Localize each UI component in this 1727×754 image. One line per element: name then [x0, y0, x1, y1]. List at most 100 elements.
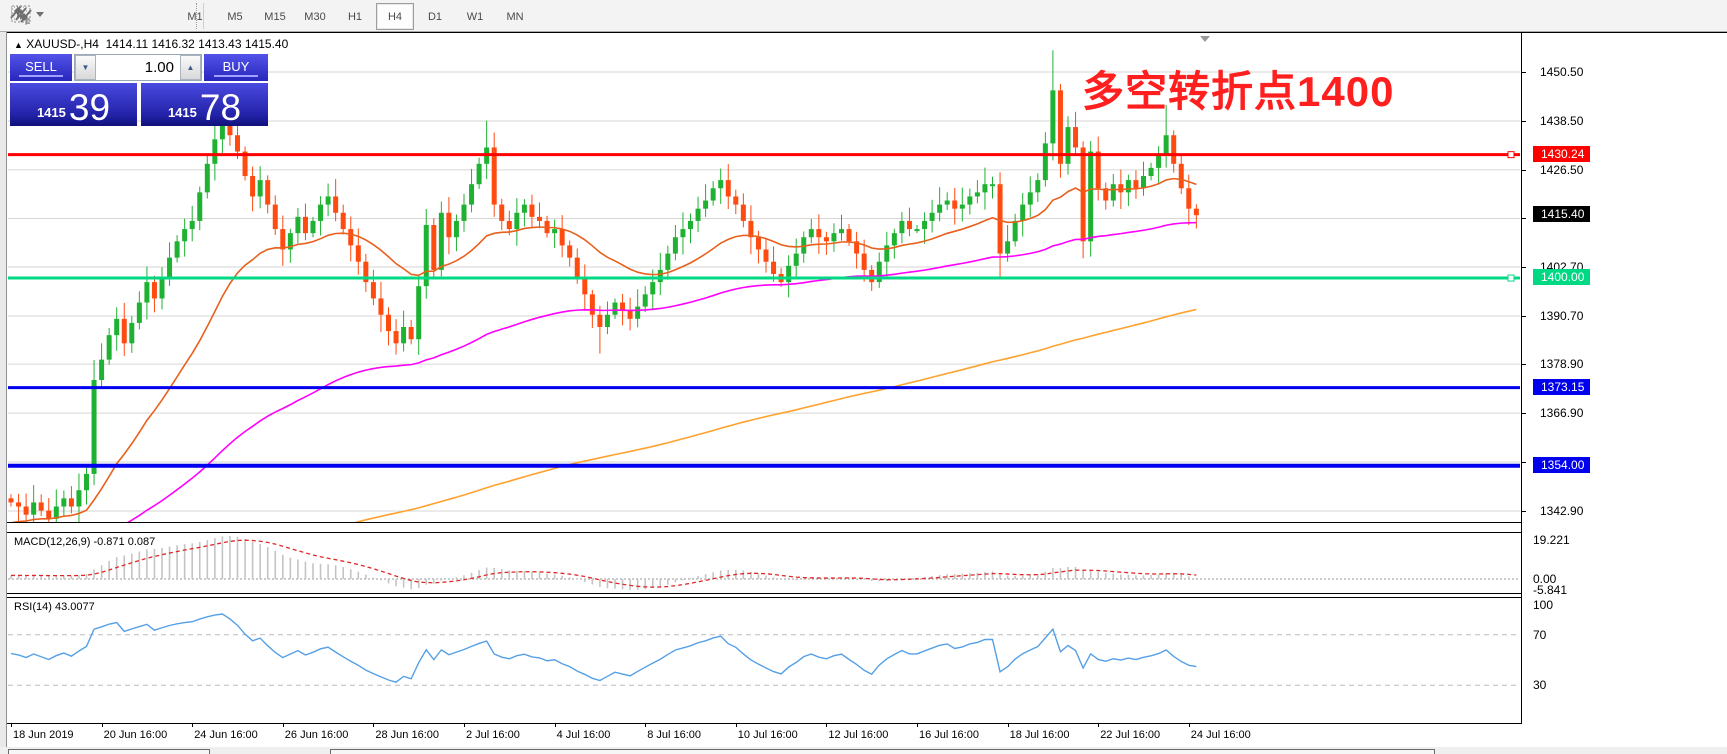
moving-average-line: [354, 308, 1197, 522]
price-axis-label: 1426.50: [1540, 162, 1584, 177]
chart-title: ▲ XAUUSD-,H4 1414.11 1416.32 1413.43 141…: [14, 37, 288, 51]
price-axis-highlight-label: 1415.40: [1533, 206, 1591, 223]
chart-ohlc-values: 1414.11 1416.32 1413.43 1415.40: [105, 37, 289, 51]
chart-annotation-text: 多空转折点1400: [1082, 68, 1395, 115]
time-axis-label: 22 Jul 16:00: [1100, 729, 1161, 741]
price-axis-tick: [1521, 120, 1526, 122]
time-axis-tick: [826, 723, 828, 727]
volume-spinner: ▼ ▲: [74, 54, 202, 81]
time-axis-tick: [645, 723, 647, 727]
price-axis-tick: [1521, 315, 1526, 317]
line-handle: [1507, 274, 1515, 282]
price-axis-highlight-label: 1354.00: [1533, 456, 1591, 473]
price-axis-label: 1378.90: [1540, 357, 1584, 372]
macd-signal-line: [10, 539, 1197, 588]
price-axis-tick: [1521, 364, 1526, 366]
rsi-plot-layer: [8, 613, 1520, 686]
price-axis-tick: [1521, 413, 1526, 415]
sell-price-big: 39: [68, 86, 111, 128]
macd-indicator-label: MACD(12,26,9) -0.871 0.087: [14, 536, 156, 548]
sell-quote-box[interactable]: 1415 39: [10, 83, 137, 126]
price-axis-tick: [1521, 267, 1526, 269]
price-axis-tick: [1521, 511, 1526, 512]
price-axis-label: 1450.50: [1540, 65, 1584, 79]
macd-panel-top-border: [7, 532, 1522, 533]
buy-price-big: 78: [199, 86, 242, 128]
volume-decrease-button[interactable]: ▼: [75, 55, 96, 80]
docked-window-edge: [330, 749, 1435, 754]
timeframe-h1[interactable]: H1: [347, 10, 363, 23]
volume-input[interactable]: [96, 55, 180, 80]
rsi-axis-label: 30: [1533, 678, 1547, 693]
macd-axis-label: 19.221: [1533, 533, 1570, 547]
time-axis-tick: [11, 723, 12, 727]
rsi-panel-bottom-border: [7, 723, 1522, 724]
time-axis-tick: [1188, 723, 1190, 727]
svg-text:T: T: [17, 8, 25, 22]
buy-button[interactable]: BUY: [204, 54, 268, 81]
time-axis-label: 18 Jul 16:00: [1009, 729, 1070, 741]
timeframe-d1[interactable]: D1: [427, 10, 443, 23]
time-axis-tick: [735, 723, 737, 727]
macd-panel-bottom-border[interactable]: [7, 593, 1522, 594]
one-click-trading-panel: SELL ▼ ▲ BUY 1415 39 1415 78: [10, 54, 268, 126]
time-axis-tick: [373, 723, 375, 727]
docked-window-edge: [8, 749, 210, 754]
time-axis-label: 2 Jul 16:00: [466, 729, 520, 741]
main-panel-bottom-border[interactable]: [7, 522, 1522, 523]
price-axis-border: [1521, 32, 1522, 723]
buy-quote-box[interactable]: 1415 78: [141, 83, 268, 126]
price-axis-label: 1342.90: [1540, 504, 1584, 518]
timeframe-h4[interactable]: H4: [376, 3, 414, 30]
timeframe-m5[interactable]: M5: [227, 10, 243, 23]
sell-button[interactable]: SELL: [10, 54, 72, 81]
svg-text:A: A: [16, 6, 26, 22]
symbol-marker-icon: ▲: [14, 40, 23, 50]
price-axis-tick: [1521, 218, 1526, 220]
price-axis-highlight-label: 1430.24: [1533, 145, 1591, 162]
price-axis-tick: [1521, 169, 1526, 171]
price-axis-label: 1438.50: [1540, 113, 1584, 128]
buy-price-small: 1415: [167, 105, 197, 120]
time-axis-label: 28 Jun 16:00: [375, 729, 440, 741]
price-axis-label: 1366.90: [1540, 406, 1584, 421]
time-axis-label: 10 Jul 16:00: [737, 729, 798, 741]
macd-axis-label: -5.841: [1533, 583, 1568, 597]
chart-top-border: [7, 32, 1727, 33]
price-axis-label: 1390.70: [1540, 308, 1584, 323]
arrow-tools-icon[interactable]: [14, 4, 182, 28]
chart-symbol: XAUUSD-,H4: [26, 37, 99, 51]
toolbar-separator: [196, 3, 204, 29]
time-axis-label: 12 Jul 16:00: [828, 729, 889, 741]
time-axis-label: 4 Jul 16:00: [556, 729, 611, 741]
text-tool-icon[interactable]: A: [16, 4, 102, 28]
timeframe-w1[interactable]: W1: [466, 10, 484, 23]
toolbar: E F A T: [0, 0, 1727, 32]
time-axis-tick: [1007, 723, 1009, 727]
price-axis-highlight-label: 1373.15: [1533, 378, 1591, 395]
time-axis-tick: [917, 723, 918, 727]
rsi-panel-top-border: [7, 597, 1522, 598]
price-axis-highlight-label: 1400.00: [1533, 269, 1591, 286]
time-axis-label: 24 Jun 16:00: [194, 729, 258, 741]
chart-shift-marker-icon: [1200, 36, 1210, 42]
sell-price-small: 1415: [36, 105, 66, 120]
timeframe-m15[interactable]: M15: [264, 10, 286, 23]
time-axis-label: 18 Jun 2019: [13, 729, 74, 741]
macd-plot-layer: [8, 536, 1520, 590]
moving-average-line: [127, 221, 1197, 522]
rsi-axis-label: 100: [1533, 598, 1554, 612]
line-handle: [1507, 151, 1515, 159]
text-label-tool-icon[interactable]: T: [11, 4, 136, 28]
timeframe-group: M1 M5 M15 M30 H1 H4 D1 W1 MN: [176, 3, 534, 30]
time-axis-tick: [464, 723, 465, 727]
time-axis-tick: [192, 723, 194, 727]
timeframe-m1[interactable]: M1: [187, 10, 203, 23]
price-axis-tick: [1521, 72, 1526, 73]
price-axis-tick: [1521, 462, 1526, 464]
timeframe-mn[interactable]: MN: [506, 10, 524, 23]
time-axis-tick: [1098, 723, 1100, 727]
volume-increase-button[interactable]: ▲: [180, 55, 201, 80]
timeframe-m30[interactable]: M30: [304, 10, 326, 23]
